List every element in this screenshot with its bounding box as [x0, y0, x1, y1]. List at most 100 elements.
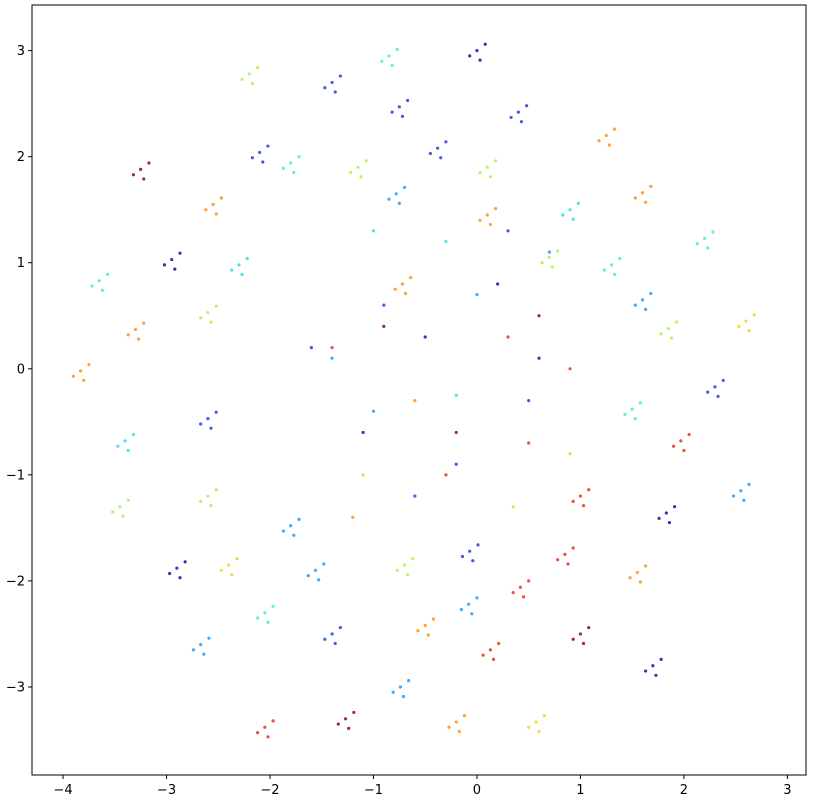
point [323, 637, 327, 641]
point [409, 275, 413, 280]
point [478, 218, 482, 222]
point [633, 417, 637, 421]
point [485, 165, 489, 169]
point [323, 86, 327, 90]
point [401, 694, 406, 699]
point [79, 369, 83, 373]
point [716, 394, 720, 398]
point [454, 462, 458, 466]
x-tick-label: −3 [157, 783, 176, 798]
point [214, 212, 218, 216]
point [136, 337, 141, 341]
point [387, 54, 391, 58]
y-tick-label: −2 [6, 574, 25, 589]
point [126, 498, 130, 502]
point [289, 161, 293, 165]
point [439, 156, 443, 160]
point [431, 617, 436, 621]
point [178, 576, 182, 580]
point [444, 140, 448, 144]
point [581, 504, 586, 508]
point [478, 170, 482, 175]
point [436, 146, 440, 150]
point [550, 265, 555, 269]
point [162, 263, 167, 267]
point [403, 291, 408, 296]
point [481, 653, 485, 657]
point [509, 115, 513, 120]
point [537, 356, 541, 360]
point [121, 514, 125, 518]
point [131, 432, 136, 437]
point [739, 489, 743, 493]
point [309, 345, 313, 350]
point [679, 439, 683, 443]
point [413, 494, 417, 498]
point [90, 284, 94, 288]
point [263, 725, 267, 729]
point [317, 578, 321, 582]
point [207, 636, 211, 640]
point [400, 282, 405, 286]
point [255, 65, 260, 70]
point [511, 590, 515, 595]
point [173, 267, 177, 271]
point [518, 585, 523, 589]
point [454, 720, 458, 724]
point [737, 324, 741, 328]
point [747, 329, 751, 333]
point [721, 378, 725, 383]
point [202, 652, 206, 656]
point [470, 612, 474, 616]
point [682, 448, 686, 453]
point [397, 201, 401, 205]
point [359, 175, 363, 179]
point [527, 399, 531, 403]
point [457, 729, 461, 734]
point [444, 473, 448, 477]
point [289, 524, 293, 528]
point [491, 657, 496, 661]
point [397, 105, 401, 109]
point [497, 641, 501, 646]
point [476, 543, 480, 547]
point [266, 620, 270, 624]
x-tick-label: 1 [576, 783, 584, 798]
point [387, 197, 391, 201]
point [654, 673, 658, 677]
point [297, 517, 301, 521]
point [563, 552, 567, 556]
point [630, 407, 634, 411]
point [462, 714, 467, 718]
x-tick-label: 2 [680, 783, 688, 798]
point [695, 242, 699, 246]
point [380, 59, 384, 63]
y-tick-label: 3 [17, 44, 25, 59]
point [576, 201, 580, 205]
point [306, 574, 310, 578]
point [747, 482, 751, 486]
point [635, 570, 639, 575]
point [459, 607, 464, 612]
point [475, 596, 479, 600]
point [139, 167, 143, 171]
point [633, 196, 637, 200]
point [612, 127, 617, 131]
point [406, 98, 410, 103]
point [209, 504, 213, 508]
point [607, 143, 611, 147]
point [454, 393, 458, 397]
point [468, 549, 472, 553]
point [587, 625, 591, 630]
point [460, 554, 465, 559]
point [199, 422, 203, 426]
point [571, 499, 575, 503]
point [488, 222, 492, 227]
point [618, 256, 622, 261]
point [568, 367, 572, 371]
point [406, 572, 410, 577]
point [390, 110, 394, 114]
point [578, 632, 583, 636]
point [214, 488, 218, 492]
point [402, 563, 407, 567]
